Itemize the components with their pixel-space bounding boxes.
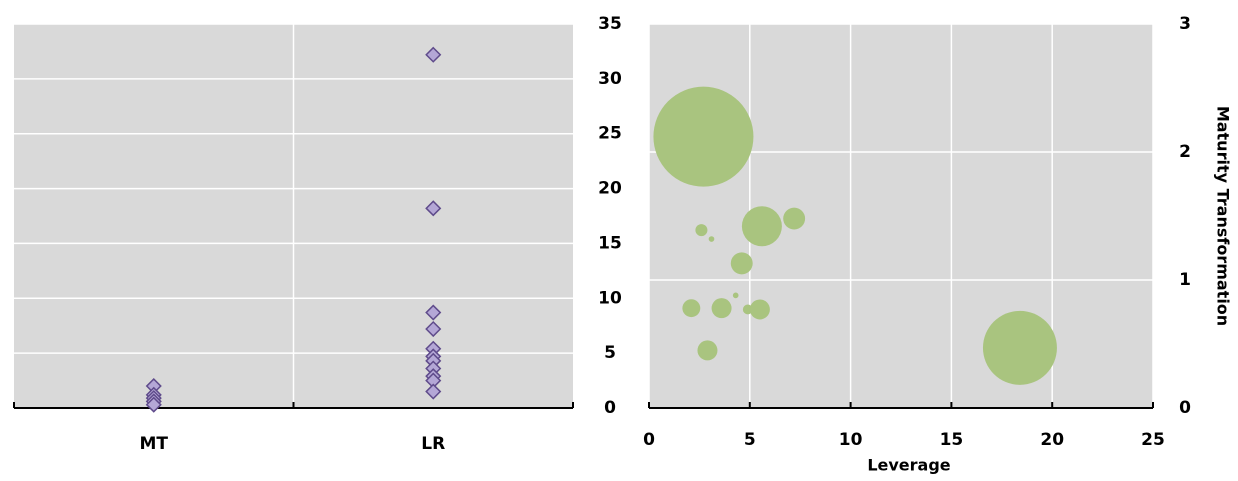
point <box>425 200 442 217</box>
bubble <box>982 310 1057 385</box>
y-tick-label: 3 <box>1179 14 1191 34</box>
bubble <box>695 224 708 237</box>
x-tick-label: 0 <box>643 430 655 450</box>
bubble <box>711 298 732 319</box>
bubble <box>730 252 753 275</box>
y-tick-label: 10 <box>598 288 622 308</box>
point <box>425 320 442 338</box>
y-tick-label: 35 <box>598 14 622 34</box>
bubble <box>697 340 718 361</box>
point <box>425 304 442 321</box>
bubble <box>741 206 782 247</box>
y-tick-label: 0 <box>604 398 616 418</box>
y-tick-label: 2 <box>1179 142 1191 162</box>
x-tick-label: 5 <box>744 430 756 450</box>
y-tick-label: 15 <box>598 233 622 253</box>
bubble <box>682 299 701 318</box>
bubble <box>732 292 739 299</box>
y-tick-label: 20 <box>598 179 622 199</box>
y-tick-label: 5 <box>604 343 616 363</box>
x-tick-label: MT <box>139 434 168 454</box>
y-tick-label: 1 <box>1179 270 1191 290</box>
y-tick-label: 30 <box>598 69 622 89</box>
y-tick-label: 0 <box>1179 398 1191 418</box>
point <box>425 46 442 63</box>
bubble <box>653 86 754 187</box>
plot-area <box>649 24 1153 408</box>
x-axis-title: Leverage <box>867 456 950 475</box>
x-tick-label: 15 <box>940 430 964 450</box>
y-axis-title: Maturity Transformation <box>1214 106 1233 326</box>
point <box>425 383 442 400</box>
bubble <box>708 236 715 242</box>
point <box>145 396 162 413</box>
x-tick-label: 20 <box>1040 430 1064 450</box>
bubble <box>749 299 770 320</box>
bubble <box>783 207 806 230</box>
y-tick-label: 25 <box>598 124 622 144</box>
x-tick-label: 10 <box>839 430 863 450</box>
x-tick-label: LR <box>421 434 445 454</box>
x-tick-label: 25 <box>1141 430 1165 450</box>
